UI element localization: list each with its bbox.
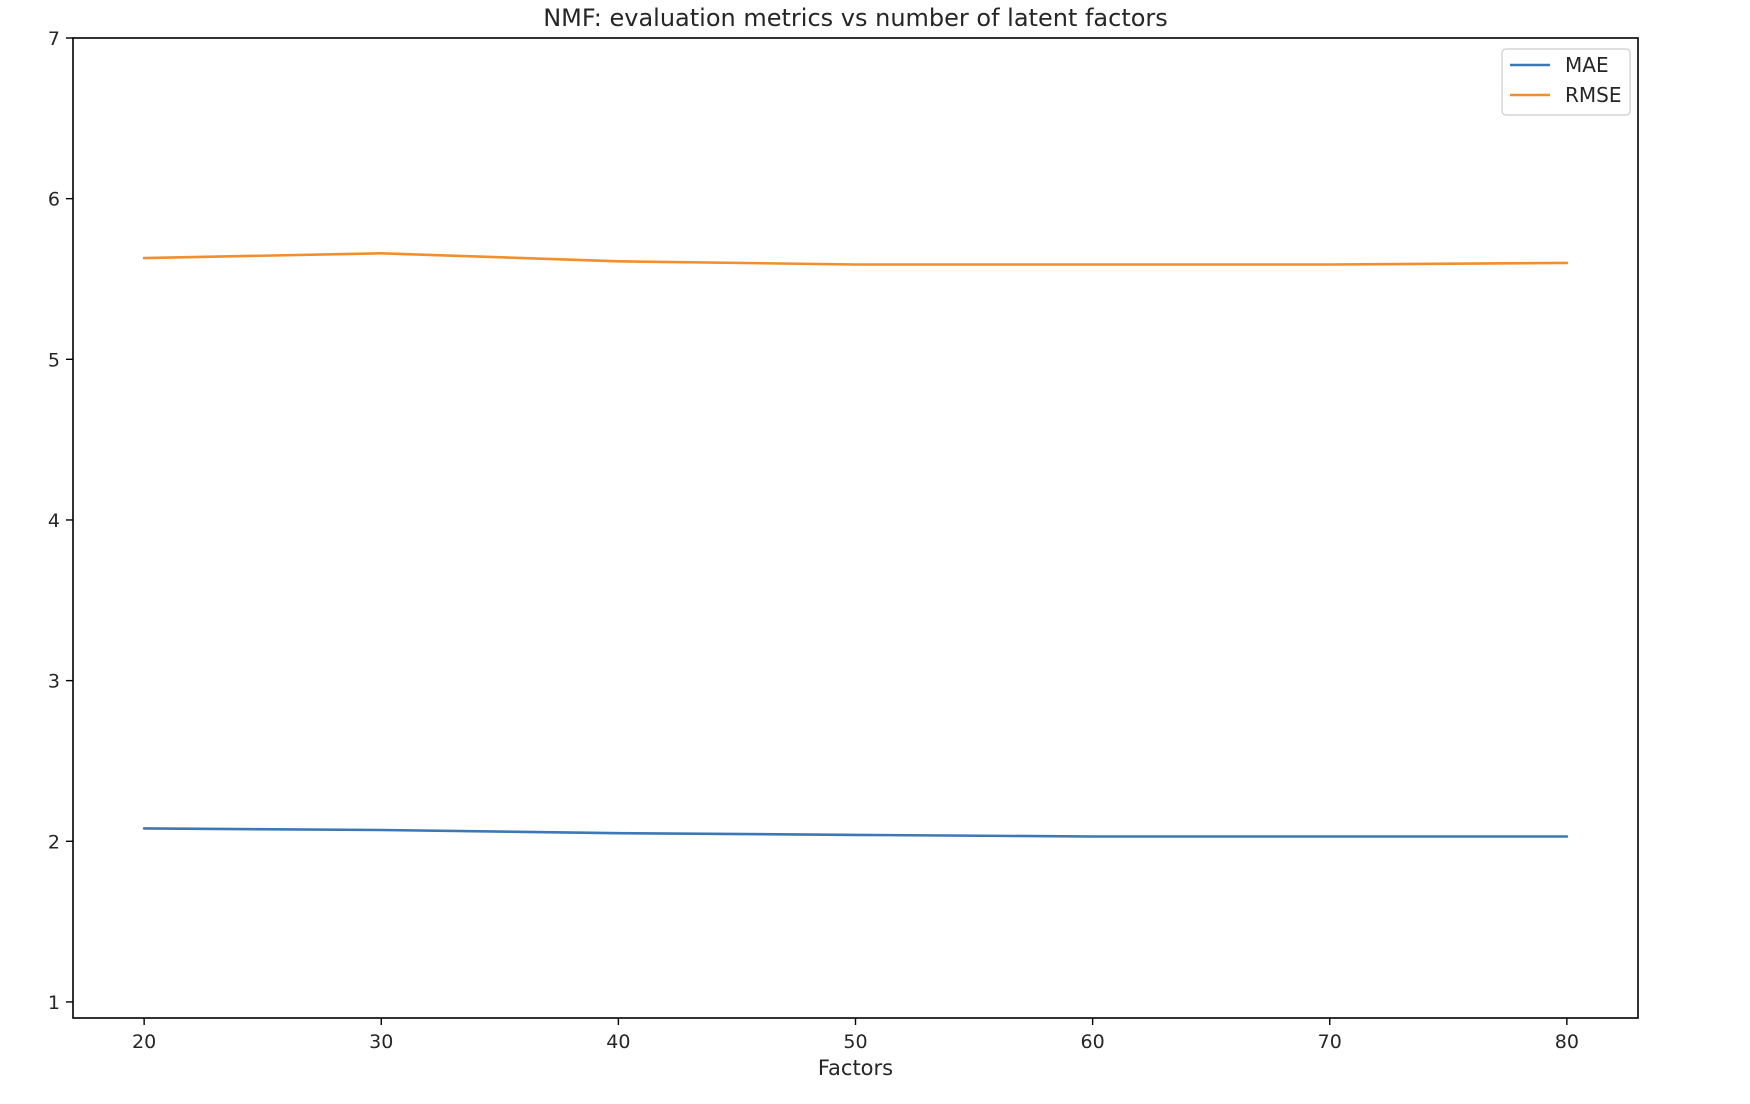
- plot-lines: [142, 252, 1569, 838]
- legend-label-rmse: RMSE: [1565, 83, 1621, 107]
- x-axis-title: Factors: [818, 1056, 893, 1080]
- x-tick-label: 50: [843, 1031, 867, 1053]
- y-axis: 1 2 3 4 5 6 7: [48, 28, 73, 1014]
- x-tick-label: 30: [369, 1031, 393, 1053]
- x-axis: 20 30 40 50 60 70 80: [132, 1018, 1579, 1053]
- legend-label-mae: MAE: [1565, 53, 1609, 77]
- series-line-mae: [142, 827, 1569, 838]
- y-tick-label: 1: [48, 992, 60, 1014]
- y-tick-label: 4: [48, 510, 60, 532]
- legend: MAE RMSE: [1501, 48, 1631, 116]
- y-tick-label: 5: [48, 349, 60, 371]
- y-tick-label: 2: [48, 831, 60, 853]
- x-tick-label: 70: [1318, 1031, 1342, 1053]
- x-tick-label: 20: [132, 1031, 156, 1053]
- y-tick-label: 6: [48, 189, 60, 211]
- x-tick-label: 80: [1555, 1031, 1579, 1053]
- x-tick-label: 60: [1081, 1031, 1105, 1053]
- series-line-rmse: [142, 252, 1569, 266]
- y-tick-label: 3: [48, 671, 60, 693]
- chart-title: NMF: evaluation metrics vs number of lat…: [543, 4, 1168, 32]
- plot-frame: [72, 37, 1639, 1019]
- x-tick-label: 40: [606, 1031, 630, 1053]
- y-tick-label: 7: [48, 28, 60, 50]
